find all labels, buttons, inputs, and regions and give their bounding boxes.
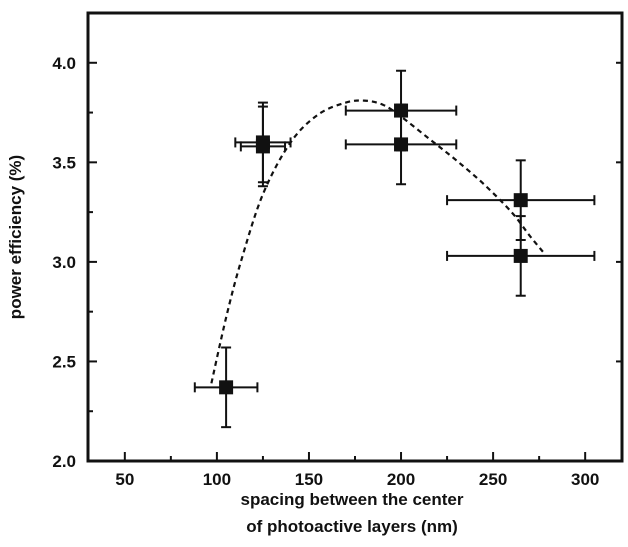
data-markers xyxy=(219,103,528,395)
x-axis-ticks xyxy=(123,452,587,461)
x-axis-tick-labels: 50 100 150 200 250 300 xyxy=(115,470,599,489)
x-tick-label: 250 xyxy=(479,470,507,489)
x-tick-label: 100 xyxy=(203,470,231,489)
y-tick-label: 2.0 xyxy=(52,452,76,471)
plot-frame xyxy=(86,11,624,463)
data-point xyxy=(513,248,528,263)
data-point xyxy=(255,139,270,154)
y-tick-label: 3.5 xyxy=(52,153,76,172)
x-axis-label-line-2: of photoactive layers (nm) xyxy=(246,517,458,536)
x-tick-label: 50 xyxy=(115,470,134,489)
data-point xyxy=(394,137,409,152)
y-axis-tick-labels: 2.0 2.5 3.0 3.5 4.0 xyxy=(52,54,76,471)
x-axis-label-line-1: spacing between the center xyxy=(241,490,464,509)
y-axis-ticks xyxy=(88,61,97,462)
data-point xyxy=(394,103,409,118)
y-axis-label: power efficiency (%) xyxy=(6,155,25,319)
y-tick-label: 3.0 xyxy=(52,253,76,272)
error-bars xyxy=(193,69,596,429)
x-tick-label: 300 xyxy=(571,470,599,489)
y-tick-label: 4.0 xyxy=(52,54,76,73)
data-point xyxy=(219,380,234,395)
x-tick-label: 200 xyxy=(387,470,415,489)
y-tick-label: 2.5 xyxy=(52,352,76,371)
data-point xyxy=(513,193,528,208)
right-axis-ticks xyxy=(616,61,622,462)
x-tick-label: 150 xyxy=(295,470,323,489)
